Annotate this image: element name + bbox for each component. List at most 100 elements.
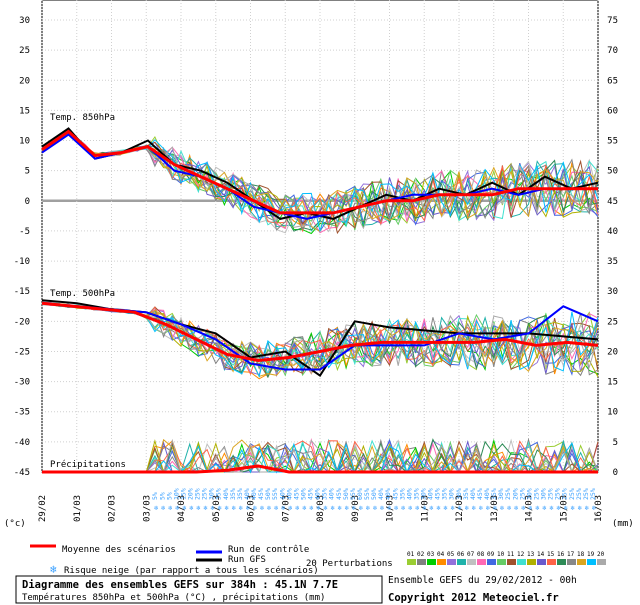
snow-icon: ❄ <box>50 563 57 576</box>
legend-snow-label: Risque neige (par rapport a tous les scé… <box>64 565 319 576</box>
x-date-tick: 01/03 <box>73 495 83 522</box>
right-tick-label: 15 <box>607 378 618 388</box>
legend-pert-swatch <box>597 559 606 565</box>
legend-pert-number: 15 <box>547 551 555 558</box>
snow-flake-icon: ❄ <box>393 504 398 512</box>
snow-risk-pct: 35% <box>321 488 329 500</box>
legend-pert-swatch <box>477 559 486 565</box>
snow-flake-icon: ❄ <box>174 504 179 512</box>
right-tick-label: 75 <box>607 16 618 26</box>
snow-flake-icon: ❄ <box>478 504 483 512</box>
snow-flake-icon: ❄ <box>407 504 412 512</box>
legend-pert-number: 05 <box>447 551 455 558</box>
snow-risk-pct: 35% <box>398 488 406 500</box>
x-date-tick: 02/03 <box>108 495 118 522</box>
snow-risk-pct: 35% <box>412 488 420 500</box>
snow-flake-icon: ❄ <box>429 504 434 512</box>
chart-title: Diagramme des ensembles GEFS sur 384h : … <box>22 579 338 591</box>
snow-risk-pct: 30% <box>497 488 505 500</box>
left-axis-ticks: 30 25 20 15 10 5 0 -5 -10 -15 -20 -25 -30 -35 -40 -45 <box>14 16 30 478</box>
legend-pert-number: 16 <box>557 551 565 558</box>
mean-850-line <box>41 129 598 215</box>
snow-risk-pct: 5% <box>151 492 159 500</box>
right-tick-label: 25 <box>607 317 618 327</box>
legend-pert-number: 17 <box>567 551 575 558</box>
snow-flake-icon: ❄ <box>400 504 405 512</box>
snow-risk-pct: 10% <box>172 488 180 500</box>
x-date-tick: 15/03 <box>559 495 569 522</box>
snow-flake-icon: ❄ <box>464 504 469 512</box>
legend-pert-swatch <box>407 559 416 565</box>
snow-flake-icon: ❄ <box>450 504 455 512</box>
legend-control-label: Run de contrôle <box>228 544 309 555</box>
snow-flake-icon: ❄ <box>436 504 441 512</box>
left-tick-label: 5 <box>25 167 30 177</box>
x-date-tick: 14/03 <box>525 495 535 522</box>
snow-risk-pct: 5% <box>158 492 166 500</box>
x-date-tick: 04/03 <box>177 495 187 522</box>
snow-risk-pct: 25% <box>532 488 540 500</box>
snow-flake-icon: ❄ <box>513 504 518 512</box>
snow-risk-pct: 40% <box>469 488 477 500</box>
snow-flake-icon: ❄ <box>210 504 215 512</box>
legend-pert-swatch <box>557 559 566 565</box>
snow-risk-pct: 25% <box>589 488 597 500</box>
snow-flake-icon: ❄ <box>563 504 568 512</box>
legend-pert-number: 10 <box>497 551 505 558</box>
snow-risk-pct: 25% <box>547 488 555 500</box>
legend-mean-label: Moyenne des scénarios <box>62 544 176 555</box>
snow-flake-icon: ❄ <box>323 504 328 512</box>
snow-risk-pct: 40% <box>328 488 336 500</box>
legend-pert-swatch <box>417 559 426 565</box>
snow-flake-icon: ❄ <box>231 504 236 512</box>
legend-pert-swatch <box>467 559 476 565</box>
snow-flake-icon: ❄ <box>365 504 370 512</box>
legend-pert-swatch <box>527 559 536 565</box>
right-tick-label: 30 <box>607 287 618 297</box>
legend-perturbation-swatches: 01 02 03 04 05 06 07 08 09 10 11 12 13 14 15 16 17 18 19 20 <box>407 551 606 565</box>
legend-perturbations-label: 20 Perturbations <box>306 559 393 569</box>
left-tick-label: 20 <box>19 76 30 86</box>
right-tick-label: 40 <box>607 227 618 237</box>
left-tick-label: -35 <box>14 408 30 418</box>
left-tick-label: 0 <box>25 197 30 207</box>
legend-pert-swatch <box>547 559 556 565</box>
x-date-tick: 07/03 <box>281 495 291 522</box>
left-tick-label: -30 <box>14 378 30 388</box>
snow-risk-pct: 20% <box>525 488 533 500</box>
snow-flake-icon: ❄ <box>344 504 349 512</box>
snow-risk-pct: 45% <box>434 488 442 500</box>
snow-flake-icon: ❄ <box>421 504 426 512</box>
x-date-tick: 06/03 <box>247 495 257 522</box>
legend-pert-swatch <box>487 559 496 565</box>
snow-risk-pct: 35% <box>215 488 223 500</box>
snow-flake-icon: ❄ <box>309 504 314 512</box>
right-tick-label: 55 <box>607 137 618 147</box>
snow-risk-pct: 45% <box>307 488 315 500</box>
snow-risk-pct: 15% <box>179 488 187 500</box>
snow-risk-pct: 55% <box>363 488 371 500</box>
snow-flake-icon: ❄ <box>181 504 186 512</box>
snow-risk-pct: 25% <box>575 488 583 500</box>
snow-risk-pct: 50% <box>299 488 307 500</box>
snow-risk-pct: 40% <box>384 488 392 500</box>
main-lines <box>41 127 599 474</box>
legend-pert-number: 03 <box>427 551 435 558</box>
snow-risk-pct: 45% <box>257 488 265 500</box>
legend-pert-number: 01 <box>407 551 415 558</box>
legend-pert-swatch <box>497 559 506 565</box>
legend-gfs-label: Run GFS <box>228 555 266 565</box>
snow-risk-pct: 30% <box>455 488 463 500</box>
snow-risk-pct: 25% <box>194 488 202 500</box>
legend-pert-number: 20 <box>597 551 605 558</box>
left-unit-label: (°c) <box>4 519 26 529</box>
snow-flake-icon: ❄ <box>471 504 476 512</box>
snow-flake-icon: ❄ <box>577 504 582 512</box>
right-tick-label: 50 <box>607 167 618 177</box>
x-date-tick: 11/03 <box>420 495 430 522</box>
legend-pert-number: 12 <box>517 551 525 558</box>
snow-flake-icon: ❄ <box>196 504 201 512</box>
snow-flake-icon: ❄ <box>160 504 165 512</box>
snow-flake-icon: ❄ <box>273 504 278 512</box>
snow-risk-pct: 25% <box>201 488 209 500</box>
